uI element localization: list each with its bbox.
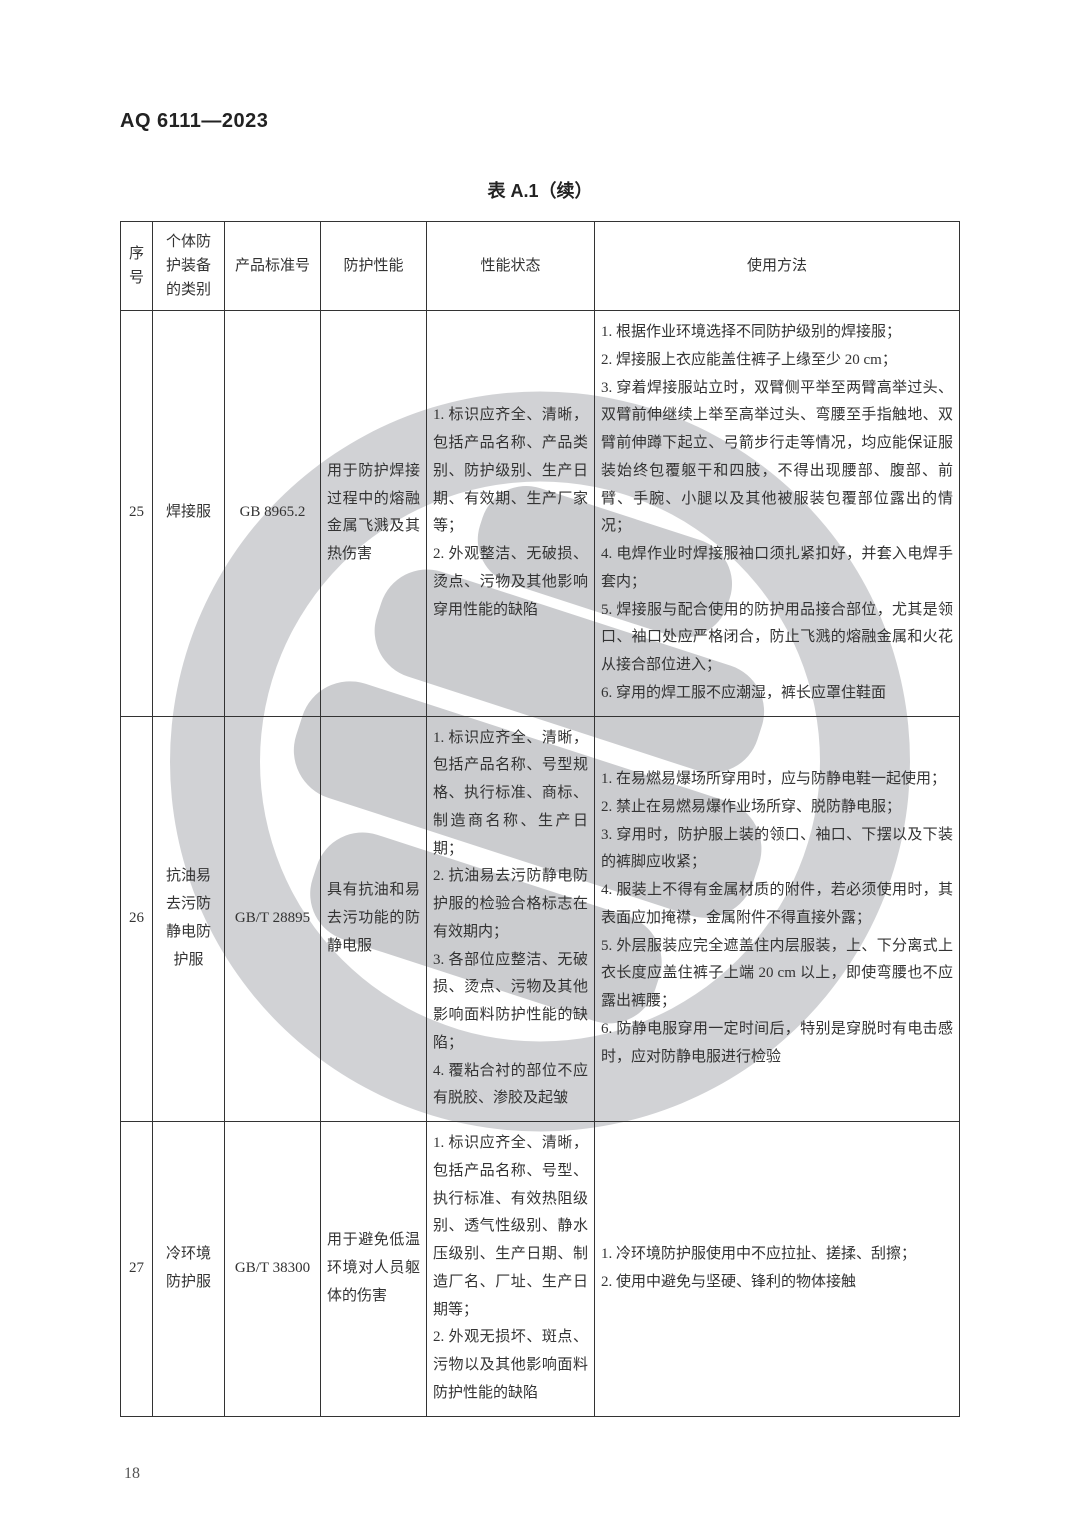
cell-usage: 1. 根据作业环境选择不同防护级别的焊接服；2. 焊接服上衣应能盖住裤子上缘至少…: [595, 311, 960, 717]
table-row: 27 冷环境防护服 GB/T 38300 用于避免低温环境对人员躯体的伤害 1.…: [121, 1122, 960, 1417]
cell-status: 1. 标识应齐全、清晰，包括产品名称、产品类别、防护级别、生产日期、有效期、生产…: [427, 311, 595, 717]
col-no: 序号: [121, 222, 153, 311]
col-category: 个体防护装备的类别: [153, 222, 225, 311]
page-content: AQ 6111—2023 表 A.1（续） 序号 个体防护装备的类别 产品标准号…: [0, 0, 1080, 1457]
table-row: 25 焊接服 GB 8965.2 用于防护焊接过程中的熔融金属飞溅及其热伤害 1…: [121, 311, 960, 717]
table-caption: 表 A.1（续）: [120, 177, 960, 203]
cell-status: 1. 标识应齐全、清晰，包括产品名称、号型、执行标准、有效热阻级别、透气性级别、…: [427, 1122, 595, 1417]
col-standard: 产品标准号: [225, 222, 321, 311]
cell-no: 26: [121, 716, 153, 1122]
cell-standard: GB 8965.2: [225, 311, 321, 717]
cell-status: 1. 标识应齐全、清晰，包括产品名称、号型规格、执行标准、商标、制造商名称、生产…: [427, 716, 595, 1122]
table-header-row: 序号 个体防护装备的类别 产品标准号 防护性能 性能状态 使用方法: [121, 222, 960, 311]
cell-category: 焊接服: [153, 311, 225, 717]
cell-performance: 具有抗油和易去污功能的防静电服: [321, 716, 427, 1122]
cell-category: 冷环境防护服: [153, 1122, 225, 1417]
col-status: 性能状态: [427, 222, 595, 311]
cell-no: 27: [121, 1122, 153, 1417]
document-code: AQ 6111—2023: [120, 110, 960, 133]
col-usage: 使用方法: [595, 222, 960, 311]
cell-usage: 1. 在易燃易爆场所穿用时，应与防静电鞋一起使用；2. 禁止在易燃易爆作业场所穿…: [595, 716, 960, 1122]
appendix-table: 序号 个体防护装备的类别 产品标准号 防护性能 性能状态 使用方法 25 焊接服…: [120, 221, 960, 1417]
cell-category: 抗油易去污防静电防护服: [153, 716, 225, 1122]
cell-usage: 1. 冷环境防护服使用中不应拉扯、搓揉、刮擦；2. 使用中避免与坚硬、锋利的物体…: [595, 1122, 960, 1417]
cell-standard: GB/T 28895: [225, 716, 321, 1122]
table-row: 26 抗油易去污防静电防护服 GB/T 28895 具有抗油和易去污功能的防静电…: [121, 716, 960, 1122]
cell-no: 25: [121, 311, 153, 717]
cell-performance: 用于防护焊接过程中的熔融金属飞溅及其热伤害: [321, 311, 427, 717]
cell-performance: 用于避免低温环境对人员躯体的伤害: [321, 1122, 427, 1417]
cell-standard: GB/T 38300: [225, 1122, 321, 1417]
page-number: 18: [124, 1465, 140, 1483]
col-performance: 防护性能: [321, 222, 427, 311]
